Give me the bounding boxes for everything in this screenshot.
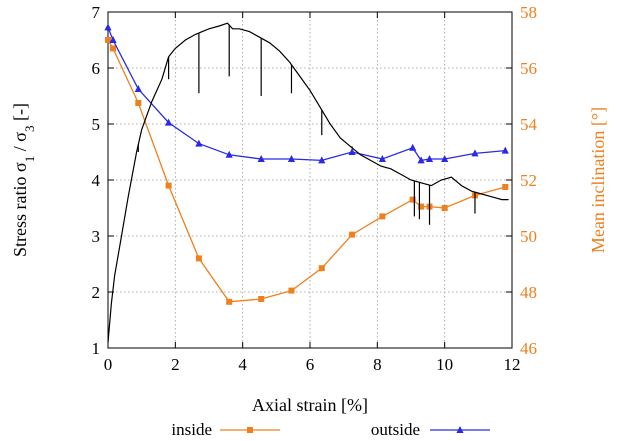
point-outside: [318, 156, 326, 164]
y-left-tick-label: 5: [92, 115, 101, 134]
x-tick-label: 8: [373, 355, 382, 374]
y-left-label-tail: [-]: [10, 103, 30, 125]
y-axis-right-label: Mean inclination [°]: [588, 107, 608, 253]
point-outside: [409, 143, 417, 151]
point-outside: [441, 155, 449, 162]
point-inside: [418, 203, 425, 210]
y-right-tick-label: 54: [520, 115, 538, 134]
point-inside: [105, 37, 111, 43]
point-outside: [378, 155, 386, 162]
x-tick-label: 10: [436, 355, 453, 374]
y-right-tick-label: 52: [520, 171, 537, 190]
y-left-tick-label: 7: [92, 3, 101, 22]
point-outside: [471, 149, 479, 157]
point-inside: [502, 184, 509, 190]
point-outside: [501, 146, 509, 154]
point-inside: [195, 255, 202, 262]
y-left-tick-label: 2: [92, 283, 101, 302]
y-right-tick-label: 48: [520, 283, 537, 302]
point-inside: [288, 287, 295, 294]
legend-marker-outside: [456, 426, 464, 433]
x-tick-label: 12: [504, 355, 521, 374]
point-outside: [257, 155, 265, 162]
point-outside: [417, 156, 425, 164]
y-left-label-main: Stress ratio σ: [10, 162, 30, 257]
x-tick-label: 0: [104, 355, 113, 374]
series-line-outside: [107, 27, 506, 162]
y-left-label-sub3: 3: [22, 126, 37, 133]
x-tick-label: 6: [306, 355, 315, 374]
y-left-label-sub1: 1: [22, 156, 37, 163]
legend-label-outside: outside: [371, 420, 420, 439]
point-outside: [425, 155, 434, 162]
point-outside: [165, 118, 173, 126]
point-outside: [104, 23, 112, 31]
point-inside: [441, 205, 448, 211]
y-right-tick-label: 50: [520, 227, 537, 246]
legend-marker-inside: [247, 427, 253, 433]
y-left-tick-label: 6: [92, 59, 101, 78]
point-inside: [379, 213, 386, 220]
y-left-tick-label: 4: [92, 171, 101, 190]
series-line-stress: [107, 22, 509, 343]
point-inside: [318, 265, 325, 272]
series-layer: [104, 22, 509, 343]
y-right-tick-label: 46: [520, 339, 537, 358]
point-outside: [109, 36, 117, 43]
point-inside: [135, 100, 142, 106]
point-outside: [195, 139, 203, 147]
point-inside: [165, 182, 172, 189]
y-left-label-mid: / σ: [10, 132, 30, 156]
point-outside: [348, 148, 356, 155]
y-left-tick-label: 1: [92, 339, 101, 358]
point-inside: [110, 45, 117, 52]
y-right-tick-label: 58: [520, 3, 537, 22]
series-line-inside: [107, 39, 506, 303]
legend-label-inside: inside: [171, 420, 212, 439]
legend: inside outside: [171, 420, 490, 439]
point-inside: [409, 196, 416, 203]
grid: [108, 12, 512, 348]
point-outside: [134, 85, 142, 92]
y-axis-left-label: Stress ratio σ1 / σ3 [-]: [10, 103, 37, 257]
y-left-tick-label: 3: [92, 227, 101, 246]
y-right-tick-label: 56: [520, 59, 537, 78]
x-axis-label: Axial strain [%]: [252, 395, 368, 415]
point-inside: [258, 296, 265, 302]
point-inside: [349, 231, 356, 238]
point-outside: [225, 150, 233, 158]
point-inside: [226, 298, 233, 305]
point-outside: [287, 155, 296, 162]
x-tick-label: 4: [238, 355, 247, 374]
x-tick-label: 2: [171, 355, 180, 374]
